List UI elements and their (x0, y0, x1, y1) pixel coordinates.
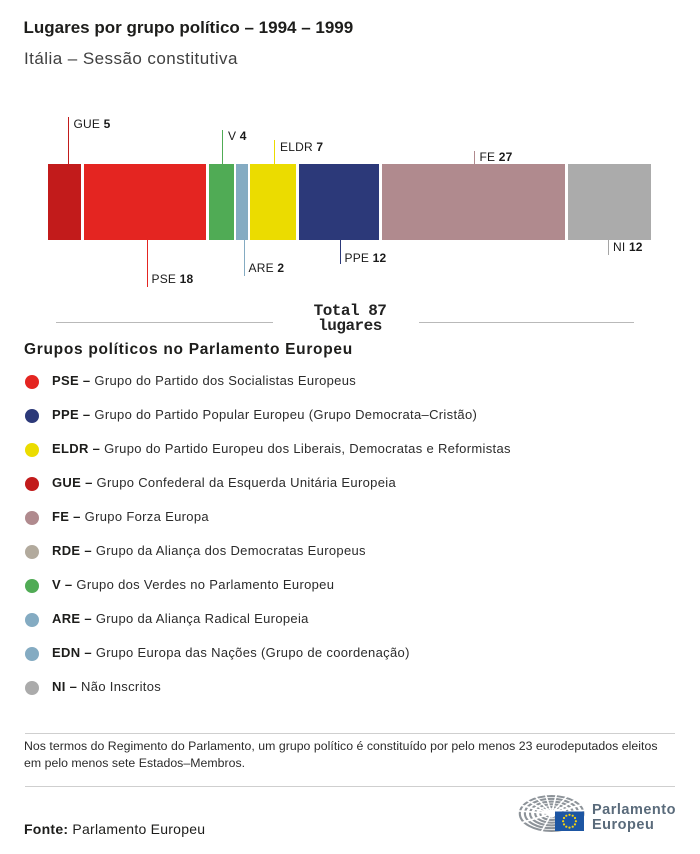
svg-text:Parlamento: Parlamento (592, 802, 676, 818)
svg-text:Europeu: Europeu (592, 817, 654, 833)
